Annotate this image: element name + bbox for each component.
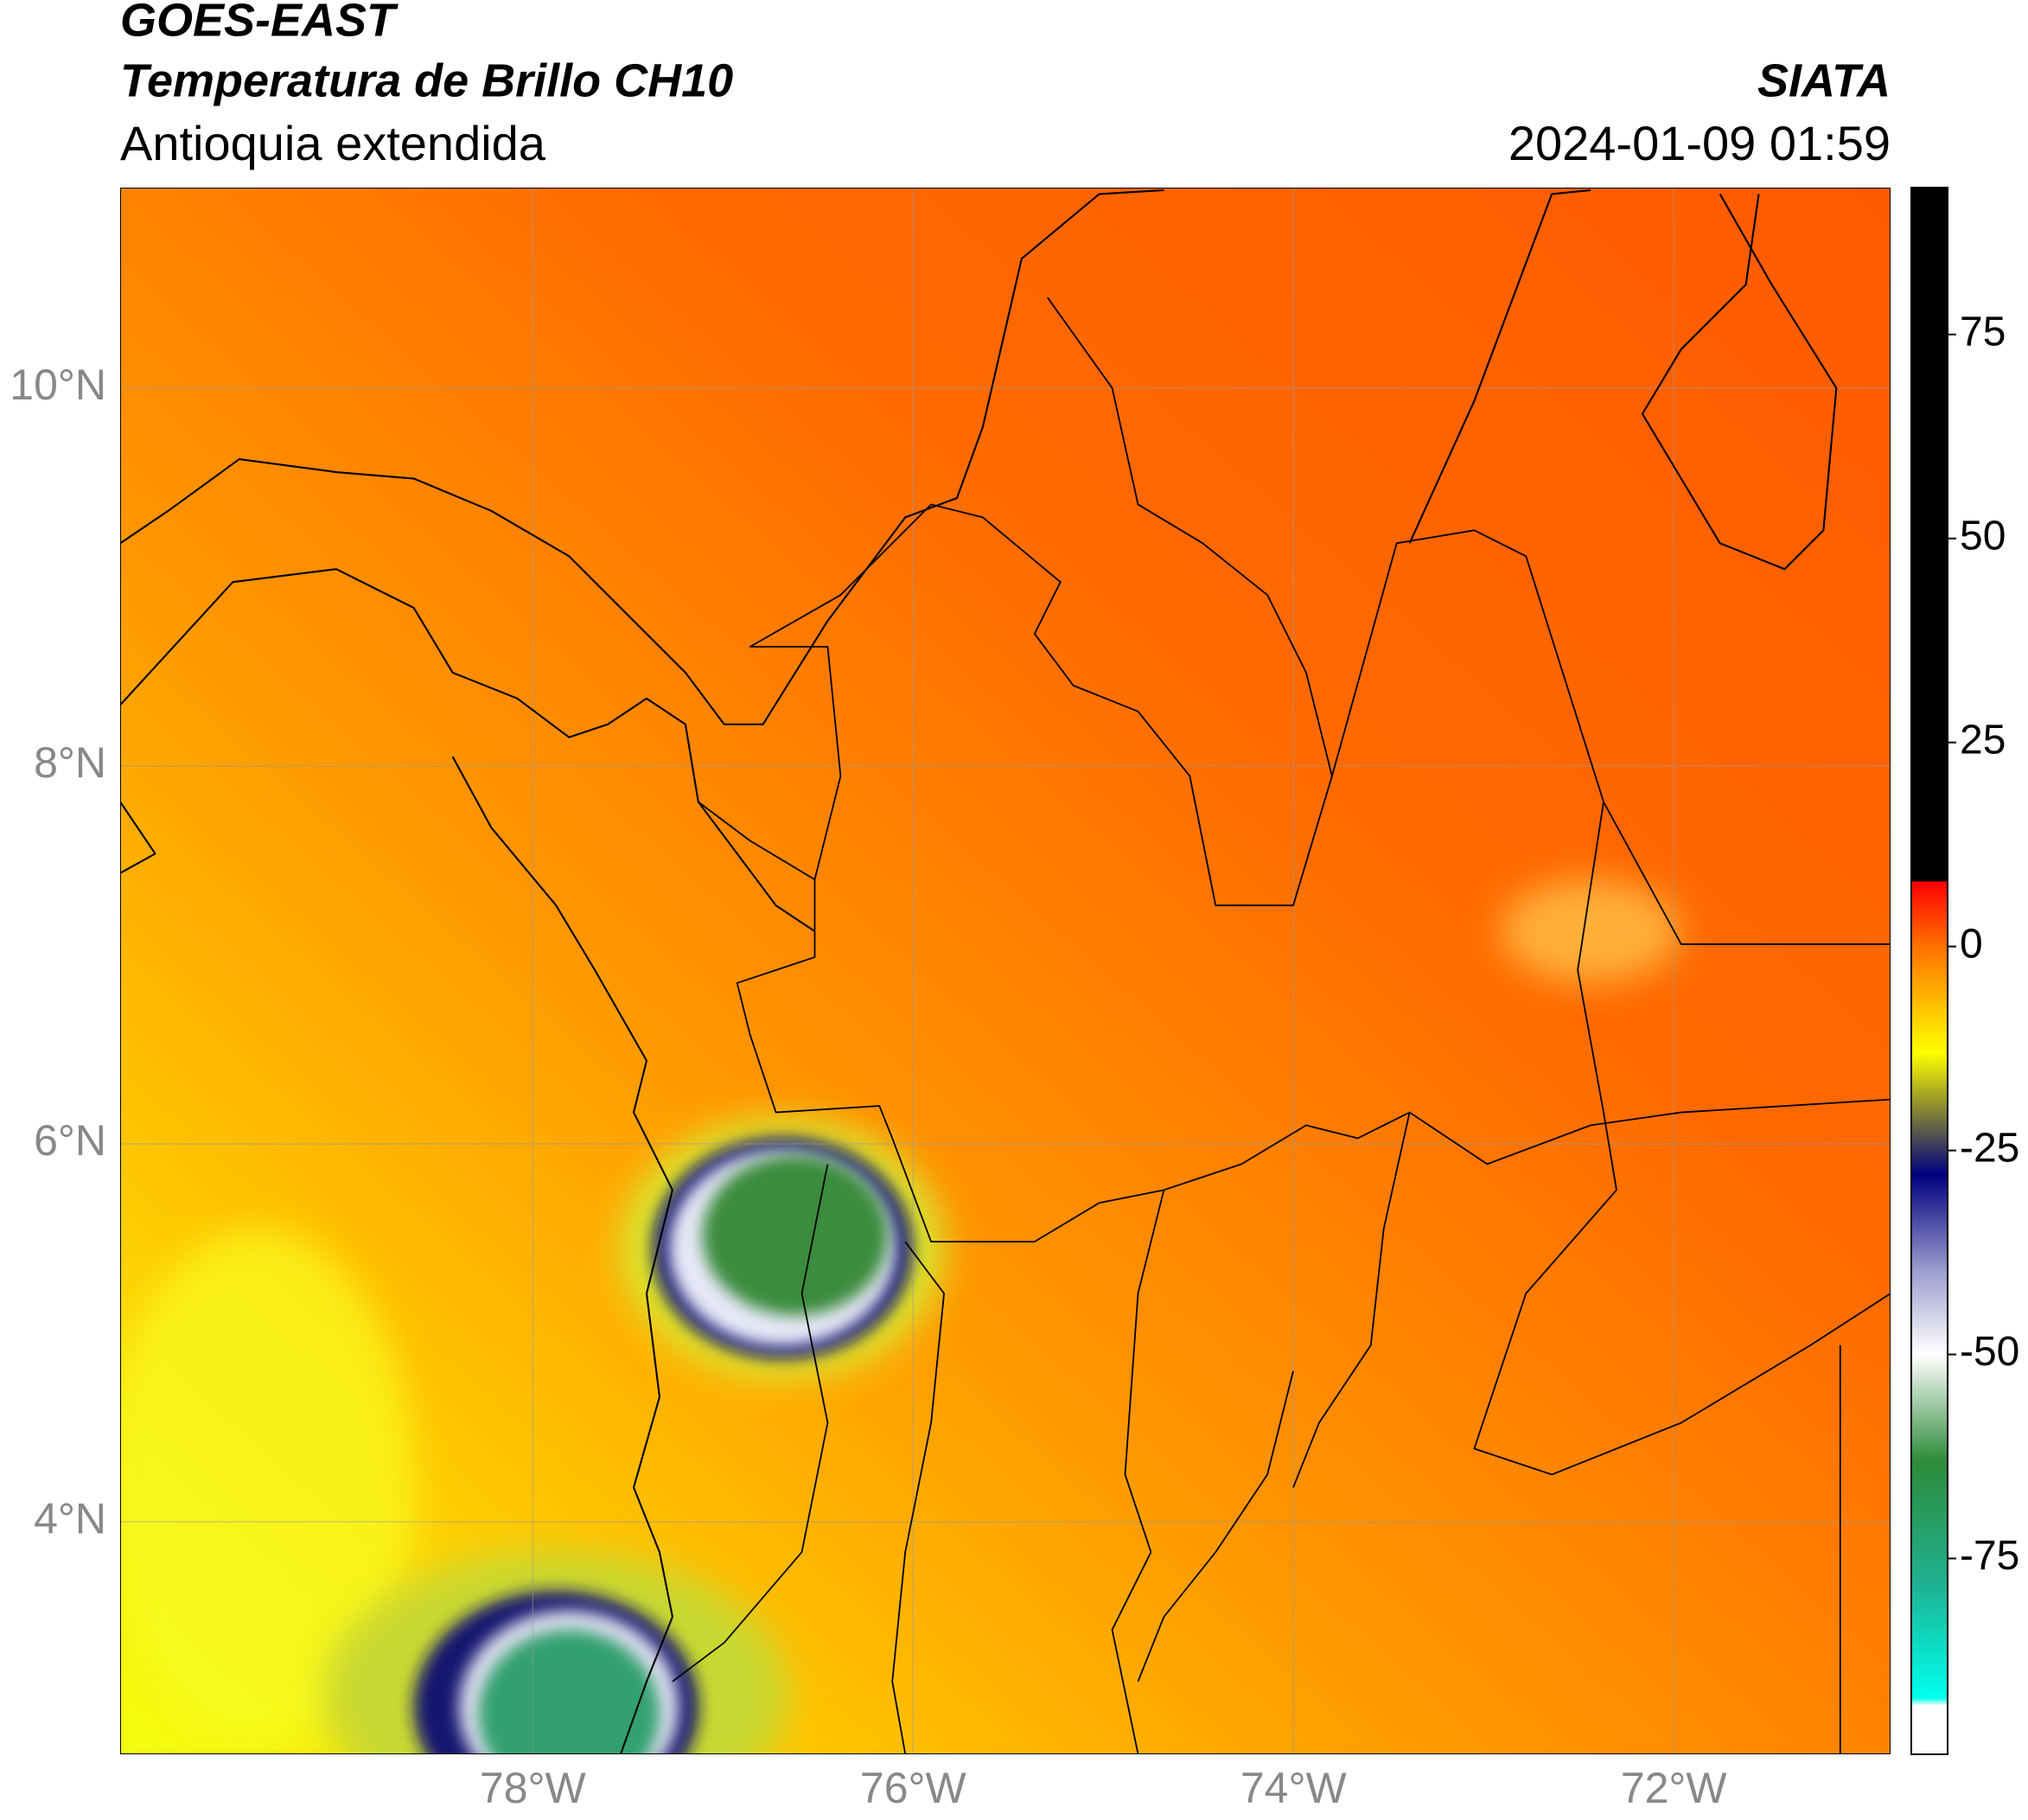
colorbar-tick-label: 50: [1960, 513, 2006, 559]
x-tick-label: 74°W: [1240, 1764, 1348, 1812]
tick-labels: 78°W 76°W 74°W 72°W 4°N 6°N 8°N 10°N -75 -50 -25 0 2…: [10, 310, 2019, 1813]
y-tick-label: 6°N: [34, 1116, 106, 1165]
colorbar-tick-label: -75: [1960, 1533, 2019, 1579]
x-tick-label: 76°W: [860, 1764, 967, 1812]
colorbar-tick-label: 75: [1960, 310, 2006, 355]
x-tick-label: 72°W: [1621, 1764, 1728, 1812]
map-area: [120, 188, 1891, 1754]
title: GOES-EAST: [120, 0, 399, 46]
y-tick-label: 10°N: [10, 361, 106, 409]
datetime: 2024-01-09 01:59: [1508, 116, 1891, 170]
source: SIATA: [1757, 54, 1891, 106]
region: Antioquia extendida: [120, 116, 546, 170]
colorbar-tick-label: 25: [1960, 717, 2006, 763]
boundaries: [120, 188, 1891, 1754]
subtitle: Temperatura de Brillo CH10: [120, 54, 733, 106]
x-tick-label: 78°W: [480, 1764, 587, 1812]
y-tick-label: 8°N: [34, 738, 106, 787]
graticule: [120, 188, 1891, 1754]
storm-cells: [120, 879, 1681, 1754]
y-tick-label: 4°N: [34, 1494, 106, 1542]
colorbar: [1910, 187, 1948, 1755]
colorbar-tick-label: -50: [1960, 1329, 2019, 1375]
colorbar-tick-label: 0: [1960, 921, 1983, 967]
colorbar-tick-label: -25: [1960, 1125, 2019, 1171]
